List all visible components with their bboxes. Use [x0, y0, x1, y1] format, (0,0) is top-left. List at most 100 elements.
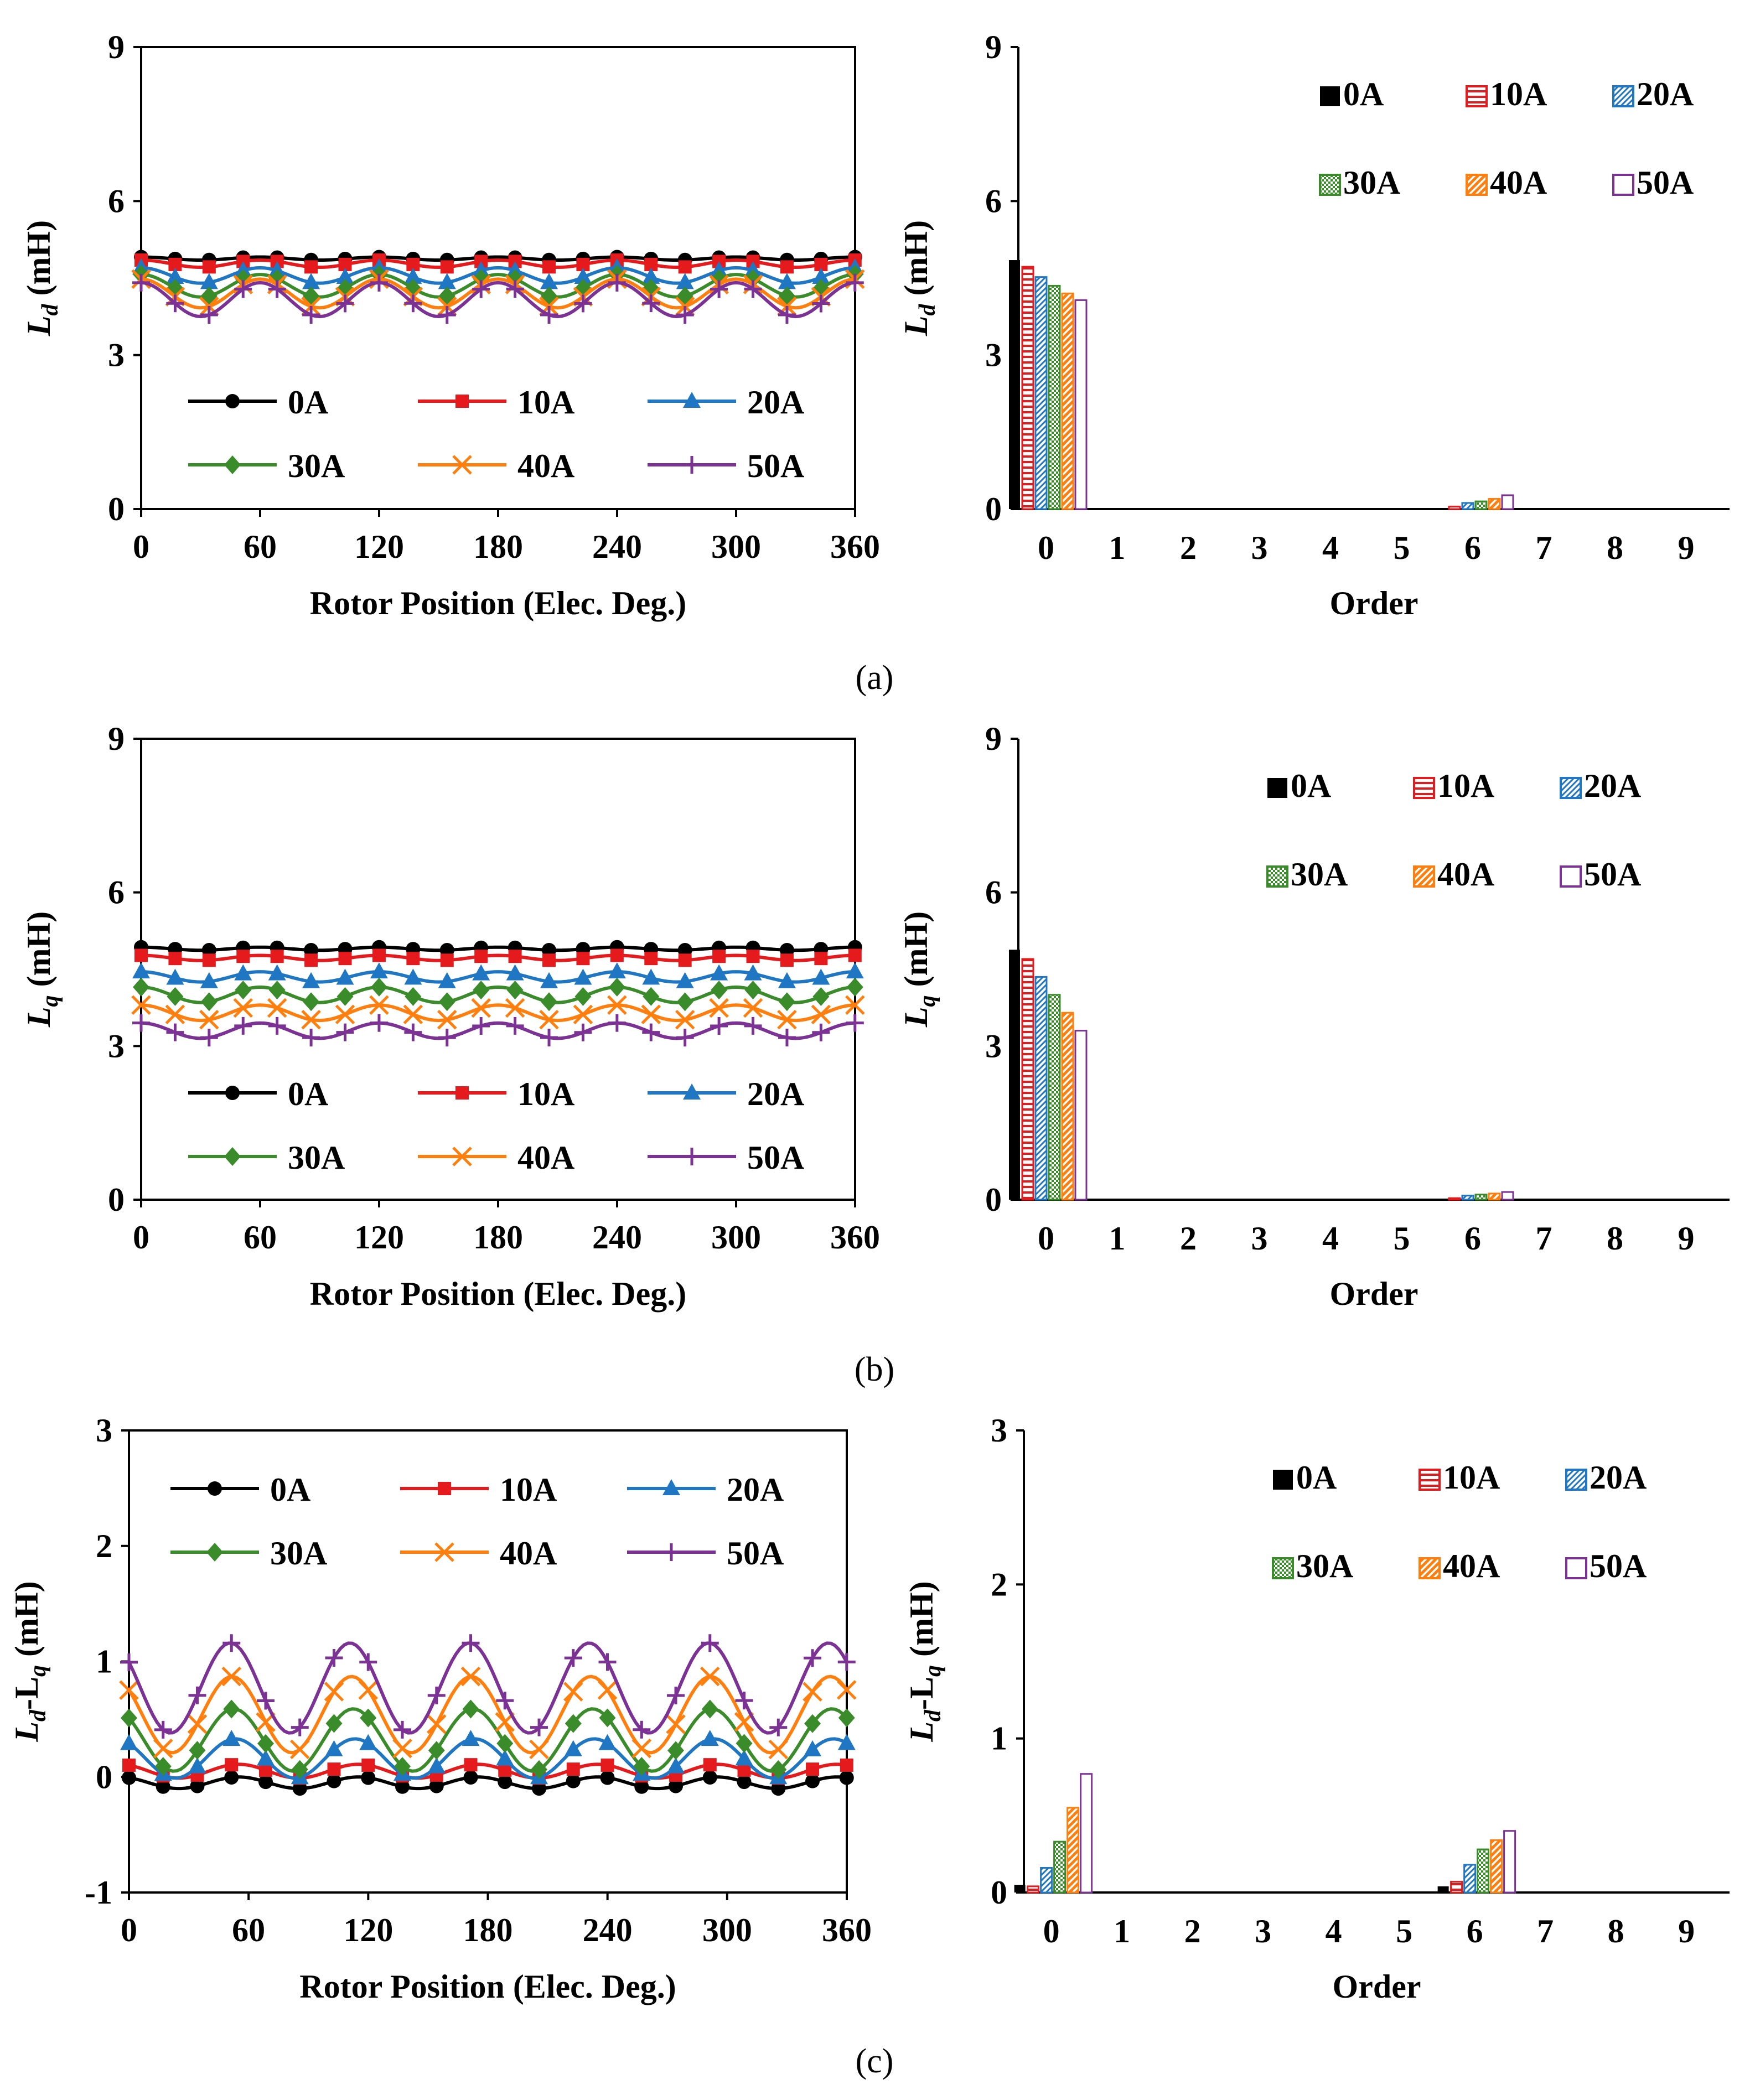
- plot-frame: [140, 738, 856, 1201]
- bar-20A-order-6: [1463, 1864, 1477, 1894]
- data-point-0A: [395, 1779, 410, 1794]
- legend-swatch-20A: [1565, 1469, 1587, 1491]
- series-line-30A: [129, 1707, 847, 1773]
- x-tick-label: 300: [711, 1219, 761, 1256]
- data-point-50A: [132, 1014, 150, 1032]
- series-line-0A: [141, 255, 855, 262]
- legend-label-0A: 0A: [288, 384, 328, 421]
- data-point-10A: [122, 1758, 136, 1772]
- x-tick-label: 3: [1255, 1913, 1271, 1949]
- legend-marker-10A: [455, 395, 469, 408]
- legend-label-40A: 40A: [1490, 164, 1547, 201]
- data-point-50A: [302, 306, 320, 324]
- data-point-20A: [132, 962, 150, 979]
- data-point-20A: [336, 267, 354, 284]
- data-point-20A: [667, 1757, 685, 1774]
- x-tick-label: 9: [1678, 1220, 1694, 1257]
- data-point-20A: [676, 972, 694, 988]
- data-point-10A: [406, 952, 420, 966]
- data-point-40A: [666, 1714, 686, 1734]
- data-point-30A: [438, 992, 455, 1012]
- x-tick-label: 0: [133, 528, 149, 565]
- data-point-40A: [641, 1004, 661, 1024]
- x-tick-label: 6: [1467, 1913, 1483, 1949]
- data-point-50A: [642, 294, 660, 313]
- data-point-40A: [221, 1666, 242, 1687]
- data-point-10A: [678, 953, 692, 967]
- data-point-0A: [190, 1778, 205, 1793]
- x-tick-label: 0: [1038, 1220, 1054, 1257]
- data-point-50A: [574, 294, 592, 313]
- x-tick-label: 1: [1114, 1913, 1130, 1949]
- data-point-30A: [257, 1734, 275, 1753]
- data-point-10A: [225, 1758, 239, 1772]
- panel-label-a: (a): [855, 659, 894, 697]
- data-point-10A: [542, 953, 556, 967]
- bar-30A-order-0: [1053, 1840, 1067, 1894]
- data-point-40A: [131, 995, 151, 1015]
- data-point-20A: [166, 267, 184, 284]
- data-point-0A: [737, 1775, 752, 1790]
- legend-label-10A: 10A: [517, 384, 574, 421]
- legend-swatch-30A: [1272, 1557, 1294, 1579]
- bar-40A-order-6: [1488, 497, 1501, 510]
- legend-label-30A: 30A: [270, 1535, 327, 1572]
- data-point-50A: [291, 1718, 309, 1736]
- data-point-10A: [576, 952, 590, 966]
- bar-50A-order-6: [1501, 1191, 1514, 1201]
- legend-label-0A: 0A: [288, 1076, 328, 1112]
- bar-50A-order-6: [1501, 494, 1514, 510]
- data-point-20A: [812, 268, 830, 284]
- data-point-20A: [472, 964, 490, 981]
- legend-label-30A: 30A: [288, 448, 345, 484]
- data-point-10A: [202, 953, 216, 967]
- data-point-30A: [565, 1714, 582, 1733]
- data-point-10A: [236, 950, 250, 963]
- x-axis-label: Rotor Position (Elec. Deg.): [310, 585, 686, 621]
- series-line-0A: [141, 945, 855, 952]
- data-point-10A: [780, 953, 794, 967]
- data-point-30A: [711, 981, 728, 1000]
- y-label-part: L: [898, 1007, 934, 1028]
- y-tick-label: 6: [108, 183, 125, 219]
- bar-30A-order-6: [1477, 1848, 1490, 1894]
- x-tick-label: 60: [232, 1912, 265, 1948]
- legend-label-30A: 30A: [1343, 164, 1400, 201]
- x-tick-label: 2: [1184, 1913, 1201, 1949]
- data-point-20A: [735, 1749, 753, 1766]
- data-point-10A: [780, 260, 794, 274]
- data-point-30A: [223, 1699, 240, 1719]
- data-point-30A: [778, 992, 795, 1012]
- chart-b-left: 0 3 6 9 0 60 120 180 240 300 360 Rotor Position (El…: [20, 720, 880, 1312]
- y-tick-label: 2: [96, 1528, 112, 1564]
- data-point-30A: [541, 992, 558, 1012]
- data-point-50A: [598, 1653, 617, 1671]
- data-point-30A: [744, 981, 762, 1000]
- bar-50A-order-0: [1074, 299, 1088, 510]
- data-point-50A: [778, 1029, 796, 1047]
- legend-swatch-40A: [1466, 174, 1488, 196]
- legend-label-40A: 40A: [1443, 1548, 1500, 1584]
- series-line-40A: [129, 1674, 847, 1755]
- bar-20A-order-6: [1461, 502, 1474, 510]
- bar-10A-order-6: [1448, 505, 1461, 510]
- legend-marker-10A: [438, 1482, 451, 1495]
- y-label-part: d: [38, 303, 63, 315]
- y-tick-label: 0: [108, 491, 125, 527]
- data-point-50A: [778, 305, 796, 324]
- data-point-10A: [712, 950, 726, 963]
- legend-swatch-50A: [1560, 865, 1582, 888]
- data-point-20A: [302, 972, 320, 988]
- y-label-part: (mH): [898, 911, 934, 995]
- legend-marker-10A: [455, 1086, 469, 1100]
- data-point-50A: [608, 273, 626, 292]
- data-point-30A: [462, 1699, 479, 1719]
- series-line-30A: [141, 272, 855, 299]
- y-label-part: q: [25, 1665, 51, 1677]
- y-tick-label: 9: [985, 720, 1002, 757]
- x-tick-label: 5: [1393, 530, 1410, 566]
- data-point-10A: [270, 950, 284, 963]
